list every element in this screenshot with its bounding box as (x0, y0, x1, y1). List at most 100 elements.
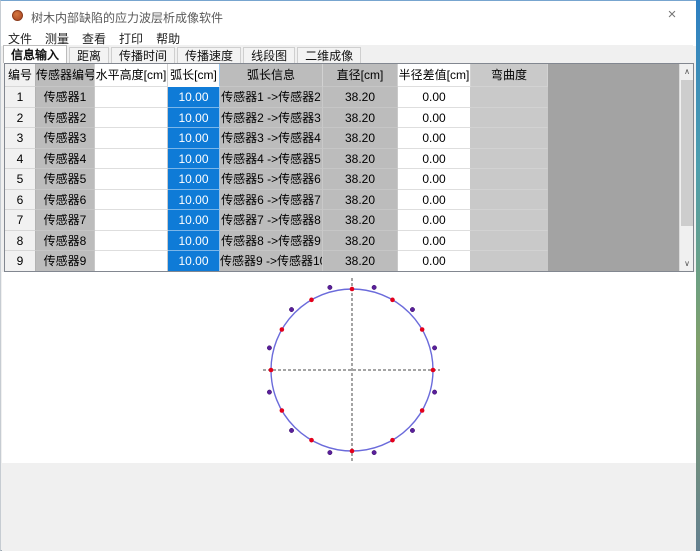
sensor-name-cell[interactable]: 传感器8 (36, 230, 95, 251)
curvature-cell[interactable] (471, 210, 548, 231)
diameter-cell[interactable]: 38.20 (323, 87, 398, 108)
curvature-cell[interactable] (471, 251, 548, 271)
arc-length-cell[interactable]: 10.00 (168, 87, 220, 108)
app-icon[interactable] (12, 10, 23, 21)
horizontal-height-cell[interactable] (95, 251, 168, 271)
row-number-cell[interactable]: 1 (5, 87, 36, 108)
radius-diff-cell[interactable]: 0.00 (398, 128, 471, 149)
curvature-cell[interactable] (471, 87, 548, 108)
tab-distance[interactable]: 距离 (69, 47, 110, 63)
header-arc-length[interactable]: 弧长[cm] (168, 64, 220, 87)
radius-diff-cell[interactable]: 0.00 (398, 210, 471, 231)
row-number-cell[interactable]: 8 (5, 230, 36, 251)
tab-info-input[interactable]: 信息输入 (3, 45, 68, 63)
diameter-cell[interactable]: 38.20 (323, 148, 398, 169)
sensor-name-cell[interactable]: 传感器1 (36, 87, 95, 108)
horizontal-height-cell[interactable] (95, 230, 168, 251)
scrollbar-thumb[interactable] (681, 80, 693, 226)
radius-diff-cell[interactable]: 0.00 (398, 107, 471, 128)
radius-diff-cell[interactable]: 0.00 (398, 189, 471, 210)
arc-info-cell[interactable]: 传感器5 ->传感器6 (220, 169, 323, 190)
sensor-name-cell[interactable]: 传感器5 (36, 169, 95, 190)
sensor-name-cell[interactable]: 传感器7 (36, 210, 95, 231)
header-radius-diff[interactable]: 半径差值[cm] (398, 64, 471, 87)
close-button[interactable]: × (667, 6, 677, 23)
arc-info-cell[interactable]: 传感器1 ->传感器2 (220, 87, 323, 108)
horizontal-height-cell[interactable] (95, 189, 168, 210)
row-number-cell[interactable]: 4 (5, 148, 36, 169)
horizontal-height-cell[interactable] (95, 148, 168, 169)
horizontal-height-cell[interactable] (95, 87, 168, 108)
arc-info-cell[interactable]: 传感器7 ->传感器8 (220, 210, 323, 231)
measured-point (289, 307, 294, 312)
tab-propagation-time[interactable]: 传播时间 (111, 47, 176, 63)
diameter-cell[interactable]: 38.20 (323, 107, 398, 128)
curvature-cell[interactable] (471, 169, 548, 190)
arc-info-cell[interactable]: 传感器2 ->传感器3 (220, 107, 323, 128)
menu-print[interactable]: 打印 (119, 32, 144, 46)
radius-diff-cell[interactable]: 0.00 (398, 148, 471, 169)
menu-file[interactable]: 文件 (8, 32, 33, 46)
horizontal-height-cell[interactable] (95, 210, 168, 231)
curvature-cell[interactable] (471, 230, 548, 251)
curvature-cell[interactable] (471, 107, 548, 128)
circle-diagram-svg (263, 278, 440, 461)
table-scrollbar[interactable]: ∧ ∨ (679, 64, 693, 271)
header-sensor-id[interactable]: 传感器编号 (36, 64, 95, 87)
arc-info-cell[interactable]: 传感器9 ->传感器10 (220, 251, 323, 271)
arc-length-cell[interactable]: 10.00 (168, 230, 220, 251)
sensor-name-cell[interactable]: 传感器4 (36, 148, 95, 169)
sensor-point (279, 408, 285, 413)
arc-length-cell[interactable]: 10.00 (168, 107, 220, 128)
diameter-cell[interactable]: 38.20 (323, 189, 398, 210)
horizontal-height-cell[interactable] (95, 169, 168, 190)
arc-length-cell[interactable]: 10.00 (168, 148, 220, 169)
diameter-cell[interactable]: 38.20 (323, 251, 398, 271)
curvature-cell[interactable] (471, 189, 548, 210)
tab-line-graph[interactable]: 线段图 (243, 47, 296, 63)
sensor-name-cell[interactable]: 传感器9 (36, 251, 95, 271)
diameter-cell[interactable]: 38.20 (323, 169, 398, 190)
arc-length-cell[interactable]: 10.00 (168, 189, 220, 210)
arc-info-cell[interactable]: 传感器6 ->传感器7 (220, 189, 323, 210)
diameter-cell[interactable]: 38.20 (323, 230, 398, 251)
row-number-cell[interactable]: 5 (5, 169, 36, 190)
row-number-cell[interactable]: 2 (5, 107, 36, 128)
horizontal-height-cell[interactable] (95, 107, 168, 128)
arc-info-cell[interactable]: 传感器3 ->传感器4 (220, 128, 323, 149)
diameter-cell[interactable]: 38.20 (323, 128, 398, 149)
tab-2d-imaging[interactable]: 二维成像 (297, 47, 362, 63)
arc-info-cell[interactable]: 传感器4 ->传感器5 (220, 148, 323, 169)
horizontal-height-cell[interactable] (95, 128, 168, 149)
arc-length-cell[interactable]: 10.00 (168, 251, 220, 271)
row-number-cell[interactable]: 7 (5, 210, 36, 231)
curvature-cell[interactable] (471, 148, 548, 169)
row-number-cell[interactable]: 3 (5, 128, 36, 149)
row-number-cell[interactable]: 6 (5, 189, 36, 210)
header-row-number[interactable]: 编号 (5, 64, 36, 87)
arc-info-cell[interactable]: 传感器8 ->传感器9 (220, 230, 323, 251)
diameter-cell[interactable]: 38.20 (323, 210, 398, 231)
arc-length-cell[interactable]: 10.00 (168, 210, 220, 231)
header-diameter[interactable]: 直径[cm] (323, 64, 398, 87)
row-number-cell[interactable]: 9 (5, 251, 36, 271)
curvature-cell[interactable] (471, 128, 548, 149)
arc-length-cell[interactable]: 10.00 (168, 128, 220, 149)
scrollbar-down-icon[interactable]: ∨ (684, 259, 690, 268)
menu-measure[interactable]: 测量 (45, 32, 70, 46)
radius-diff-cell[interactable]: 0.00 (398, 87, 471, 108)
header-horizontal-height[interactable]: 水平高度[cm] (95, 64, 168, 87)
scrollbar-up-icon[interactable]: ∧ (684, 67, 690, 76)
menu-view[interactable]: 查看 (82, 32, 107, 46)
header-curvature[interactable]: 弯曲度 (471, 64, 548, 87)
menu-help[interactable]: 帮助 (156, 32, 181, 46)
radius-diff-cell[interactable]: 0.00 (398, 251, 471, 271)
sensor-name-cell[interactable]: 传感器2 (36, 107, 95, 128)
radius-diff-cell[interactable]: 0.00 (398, 230, 471, 251)
sensor-name-cell[interactable]: 传感器3 (36, 128, 95, 149)
tab-propagation-speed[interactable]: 传播速度 (177, 47, 242, 63)
sensor-name-cell[interactable]: 传感器6 (36, 189, 95, 210)
header-arc-info[interactable]: 弧长信息 (220, 64, 323, 87)
radius-diff-cell[interactable]: 0.00 (398, 169, 471, 190)
arc-length-cell[interactable]: 10.00 (168, 169, 220, 190)
